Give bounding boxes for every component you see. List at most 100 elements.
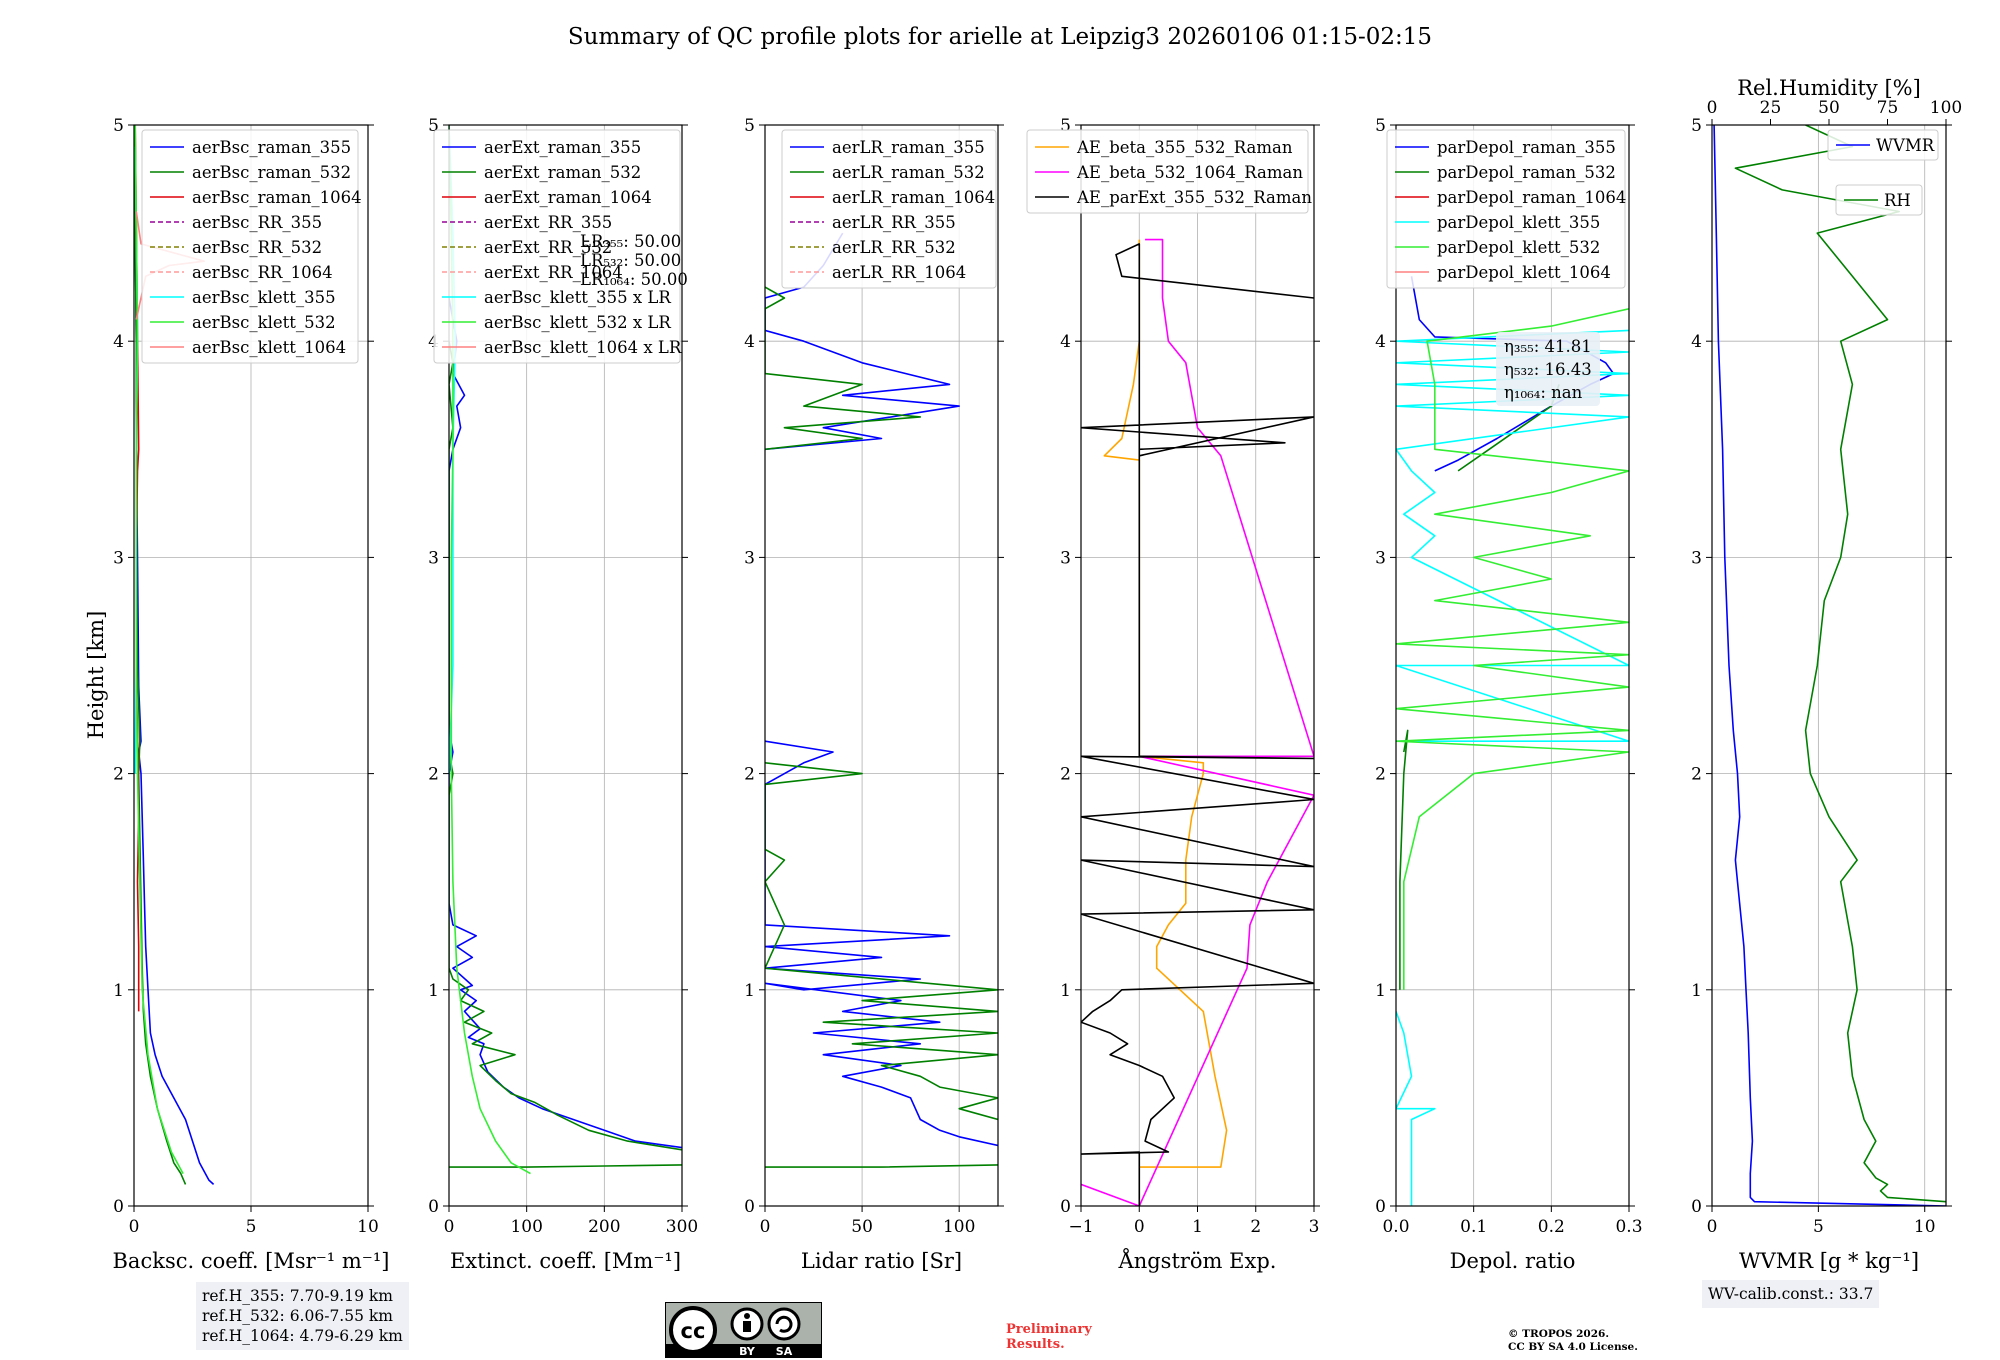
y-tick-label: 5 bbox=[1375, 116, 1386, 136]
legend-box bbox=[1835, 184, 1923, 216]
legend-label: aerBsc_raman_532 bbox=[192, 163, 351, 182]
legend-label: aerBsc_klett_1064 x LR bbox=[484, 338, 682, 357]
series-WVMR bbox=[1713, 125, 1946, 1206]
x-tick-label: 50 bbox=[851, 1217, 873, 1237]
top-x-tick-label: 25 bbox=[1760, 98, 1782, 118]
legend-label: aerLR_RR_355 bbox=[832, 213, 956, 232]
legend-box bbox=[1026, 129, 1309, 214]
y-tick-label: 1 bbox=[1375, 981, 1386, 1001]
x-tick-label: 0 bbox=[1134, 1217, 1145, 1237]
legend-label: parDepol_raman_1064 bbox=[1437, 188, 1626, 207]
x-axis-label: WVMR [g * kg⁻¹] bbox=[1739, 1249, 1919, 1273]
ref-height-532: ref.H_532: 6.06-7.55 km bbox=[202, 1307, 393, 1325]
series-group bbox=[1713, 125, 1946, 1206]
series-aerLR_raman_355 bbox=[765, 740, 998, 1147]
legend-label: aerBsc_klett_1064 bbox=[192, 338, 346, 357]
x-tick-label: 10 bbox=[357, 1217, 379, 1237]
legend-box bbox=[433, 129, 681, 364]
legend-label: aerExt_RR_1064 bbox=[484, 263, 623, 282]
y-tick-label: 5 bbox=[428, 116, 439, 136]
top-x-tick-label: 0 bbox=[1707, 98, 1718, 118]
legend-label: aerBsc_raman_1064 bbox=[192, 188, 362, 207]
series-aerBsc_klett_532 x LR bbox=[449, 125, 531, 1175]
y-tick-label: 1 bbox=[428, 981, 439, 1001]
legend: parDepol_raman_355 parDepol_raman_532 parD… bbox=[1386, 129, 1626, 289]
y-tick-label: 3 bbox=[1060, 548, 1071, 568]
legend-label: aerBsc_RR_355 bbox=[192, 213, 322, 232]
lr-annotation: LR₃₅₅: 50.00 bbox=[580, 232, 681, 251]
legend-box bbox=[141, 129, 359, 364]
series-aerLR_raman_532_upper bbox=[765, 286, 922, 451]
y-tick-label: 2 bbox=[113, 765, 124, 785]
series-group bbox=[1081, 238, 1314, 1206]
y-tick-label: 3 bbox=[744, 548, 755, 568]
eta-box-bg bbox=[1496, 332, 1600, 406]
legend-label: aerBsc_klett_532 bbox=[192, 313, 336, 332]
y-tick-label: 0 bbox=[1375, 1197, 1386, 1217]
legend-label: aerLR_RR_532 bbox=[832, 238, 956, 257]
series-aerBsc_klett_532 bbox=[134, 125, 184, 1174]
y-tick-label: 0 bbox=[744, 1197, 755, 1217]
eta-value: η₁₀₆₄: nan bbox=[1504, 383, 1583, 402]
series-group bbox=[765, 232, 998, 1168]
x-tick-label: 0.2 bbox=[1538, 1217, 1565, 1237]
legend-label: aerBsc_RR_532 bbox=[192, 238, 322, 257]
series-parDepol_raman_532 bbox=[1399, 729, 1409, 990]
x-tick-label: 200 bbox=[588, 1217, 620, 1237]
x-tick-label: 0.1 bbox=[1460, 1217, 1487, 1237]
legend-label: aerBsc_klett_355 bbox=[192, 288, 336, 307]
top-x-tick-label: 75 bbox=[1877, 98, 1899, 118]
y-tick-label: 2 bbox=[1691, 765, 1702, 785]
series-aerExt_raman_532 bbox=[449, 341, 682, 1151]
x-axis-label: Lidar ratio [Sr] bbox=[801, 1249, 962, 1273]
axes-frame bbox=[133, 124, 369, 1207]
ref-height-355: ref.H_355: 7.70-9.19 km bbox=[202, 1287, 393, 1305]
x-tick-label: 10 bbox=[1914, 1217, 1936, 1237]
y-tick-label: 2 bbox=[744, 765, 755, 785]
y-tick-label: 0 bbox=[1060, 1197, 1071, 1217]
figure-title: Summary of QC profile plots for arielle … bbox=[568, 24, 1432, 50]
legend-label: aerLR_RR_1064 bbox=[832, 263, 966, 282]
series-group bbox=[134, 125, 215, 1185]
series-parDepol_klett_355 bbox=[1396, 1011, 1436, 1206]
wv-calib-box: WV-calib.const.: 33.7 bbox=[1702, 1280, 1880, 1308]
panel-backscatter: 0 5 10 0 1 2 3 4 5 Backsc. coeff. [Msr⁻¹ m⁻¹] aerB… bbox=[113, 116, 390, 1273]
series-parDepol_klett_532 bbox=[1396, 308, 1629, 990]
y-tick-label: 0 bbox=[113, 1197, 124, 1217]
y-tick-label: 5 bbox=[1060, 116, 1071, 136]
legend: aerExt_raman_355 aerExt_raman_532 aerExt_r… bbox=[433, 129, 682, 364]
sa-label: SA bbox=[776, 1345, 793, 1358]
series-AE_beta_355_532_Raman bbox=[1103, 239, 1228, 1168]
y-tick-label: 4 bbox=[113, 332, 124, 352]
y-tick-label: 4 bbox=[1691, 332, 1702, 352]
legend-label: RH bbox=[1884, 191, 1911, 210]
series-aerExt_raman_1064_near_ground bbox=[449, 1164, 682, 1168]
y-tick-label: 4 bbox=[744, 332, 755, 352]
top-x-tick-label: 50 bbox=[1818, 98, 1840, 118]
top-x-axis-label: Rel.Humidity [%] bbox=[1737, 76, 1921, 100]
series-aerLR_raman_532 bbox=[765, 762, 998, 1121]
legend-label: aerExt_raman_532 bbox=[484, 163, 641, 182]
legend-label: AE_beta_355_532_Raman bbox=[1076, 138, 1293, 157]
panel-extinction: 0100200300012345Extinct. coeff. [Mm⁻¹]ae… bbox=[428, 116, 698, 1273]
x-tick-label: 5 bbox=[246, 1217, 257, 1237]
legend-label: WVMR bbox=[1876, 136, 1935, 155]
series-RH bbox=[1734, 125, 1946, 1203]
y-tick-label: 5 bbox=[744, 116, 755, 136]
cc-icon bbox=[669, 1306, 717, 1354]
legend-label: aerBsc_RR_1064 bbox=[192, 263, 333, 282]
ref-heights-box: ref.H_355: 7.70-9.19 km ref.H_532: 6.06-… bbox=[196, 1282, 409, 1350]
legend-box bbox=[1827, 129, 1939, 161]
x-axis-label: Extinct. coeff. [Mm⁻¹] bbox=[450, 1249, 681, 1273]
preliminary-note: Preliminary Results. bbox=[1006, 1322, 1092, 1352]
x-tick-label: 0 bbox=[444, 1217, 455, 1237]
y-tick-label: 4 bbox=[1060, 332, 1071, 352]
legend-label: aerLR_raman_532 bbox=[832, 163, 985, 182]
axes-frame bbox=[1395, 124, 1630, 1207]
legend: AE_beta_355_532_Raman AE_beta_532_1064_Ra… bbox=[1026, 129, 1312, 214]
y-tick-label: 4 bbox=[1375, 332, 1386, 352]
legend-label: aerLR_raman_355 bbox=[832, 138, 985, 157]
panel-lidar_ratio: 0 50 100 0 1 2 3 4 5 Lidar ratio [Sr] aerLR_raman_… bbox=[744, 116, 1004, 1273]
